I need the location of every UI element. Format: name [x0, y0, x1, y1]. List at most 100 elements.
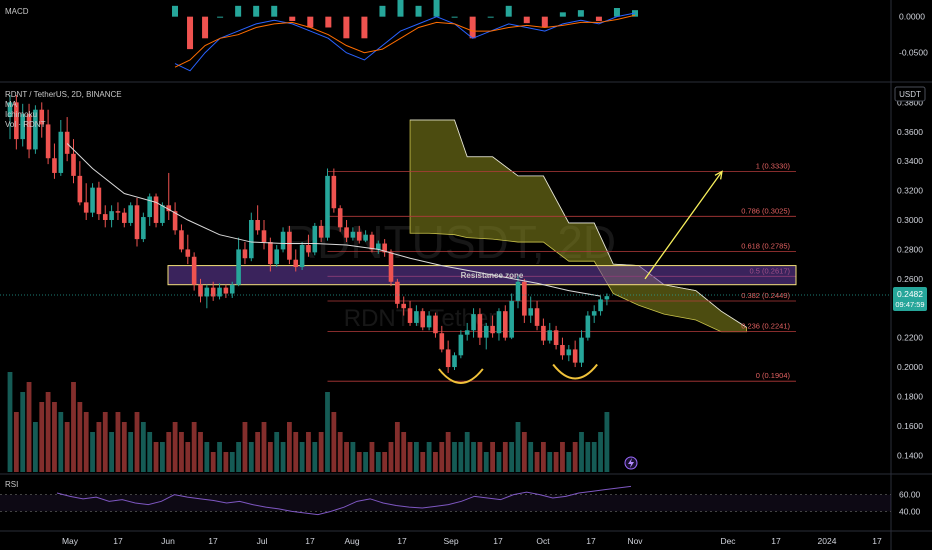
- volume-bar: [407, 442, 413, 472]
- price-tick: 0.2600: [897, 274, 923, 284]
- volume-bar: [426, 442, 432, 472]
- macd-histogram-bar: [271, 5, 278, 17]
- volume-bar: [337, 432, 343, 472]
- volume-bar: [350, 442, 356, 472]
- candle-body: [160, 205, 165, 223]
- volume-bar: [20, 392, 26, 472]
- candle-body: [350, 231, 356, 238]
- volume-bar: [356, 452, 362, 472]
- resistance-zone-box[interactable]: [167, 265, 797, 286]
- currency-label: USDT: [899, 90, 921, 99]
- volume-bar: [299, 442, 305, 472]
- ichimoku-legend[interactable]: Ichimoku: [5, 110, 37, 119]
- candle-body: [299, 245, 305, 268]
- volume-bar: [255, 432, 261, 472]
- volume-bar: [369, 442, 375, 472]
- last-price-tag[interactable]: [893, 287, 927, 311]
- candle-body: [420, 311, 426, 328]
- volume-bar: [534, 452, 540, 472]
- volume-bar: [83, 412, 89, 472]
- volume-bar: [560, 442, 565, 472]
- fibonacci-levels[interactable]: 1 (0.3330) 0.786 (0.3025) 0.618 (0.2785) 0.…: [327, 161, 797, 382]
- rsi-pane-label[interactable]: RSI: [5, 480, 18, 489]
- volume-bar: [363, 452, 368, 472]
- volume-bar: [128, 432, 134, 472]
- fib-label: 0 (0.1904): [756, 371, 791, 380]
- volume-bar: [13, 412, 19, 472]
- macd-pane-label[interactable]: MACD: [5, 7, 29, 16]
- candle-body: [553, 330, 559, 345]
- volume-bar: [242, 422, 248, 472]
- candle-body: [58, 131, 64, 173]
- candle-body: [344, 227, 349, 238]
- volume-bar: [604, 412, 610, 472]
- macd-histogram-bar: [289, 16, 296, 21]
- candle-body: [604, 296, 610, 300]
- volume-bar: [52, 402, 57, 472]
- candle-body: [249, 220, 254, 259]
- volume-bar: [477, 442, 483, 472]
- candle-body: [115, 211, 121, 213]
- candle-body: [83, 202, 89, 213]
- volume-bar: [248, 442, 254, 472]
- volume-bar: [541, 442, 546, 472]
- volume-bar: [591, 442, 597, 472]
- volume-bar: [344, 442, 349, 472]
- candle-body: [223, 287, 229, 294]
- price-tick: 0.3200: [897, 186, 923, 196]
- macd-histogram-bar: [523, 16, 530, 24]
- volume-bar: [382, 452, 388, 472]
- candle-body: [274, 249, 279, 265]
- candle-body: [579, 337, 584, 363]
- volume-bar: [521, 432, 527, 472]
- currency-button[interactable]: [894, 86, 926, 102]
- candle-body: [39, 109, 45, 125]
- macd-histogram-bar: [187, 16, 194, 50]
- candle-body: [515, 281, 521, 301]
- price-tick: 0.3000: [897, 215, 923, 225]
- symbol-legend[interactable]: RDNT / TetherUS, 2D, BINANCE: [5, 90, 122, 99]
- candle-body: [356, 231, 362, 241]
- candle-body: [382, 243, 387, 253]
- candle-body: [14, 102, 19, 140]
- candle-body: [64, 131, 70, 154]
- ma-legend[interactable]: MA: [5, 100, 18, 109]
- candle-body: [306, 245, 311, 253]
- volume-bar: [26, 382, 32, 472]
- candle-body: [96, 187, 102, 215]
- candle-body: [166, 205, 172, 212]
- macd-tick: -0.0500: [899, 48, 928, 58]
- candle-body: [528, 308, 533, 316]
- target-arrow[interactable]: [644, 170, 723, 280]
- fib-label: 0.618 (0.2785): [741, 242, 790, 251]
- volume-bar: [579, 432, 584, 472]
- macd-histogram-bar: [469, 16, 476, 39]
- macd-histogram-bar: [325, 16, 332, 28]
- rsi-band: [0, 494, 891, 512]
- resistance-zone[interactable]: Resistance zone: [167, 265, 797, 286]
- time-tick: 17: [208, 536, 218, 546]
- price-tick: 0.1400: [897, 450, 923, 460]
- volume-bar: [458, 442, 464, 472]
- candle-body: [534, 308, 540, 326]
- candle-body: [134, 205, 140, 240]
- volume-legend[interactable]: Vol · RDNT: [5, 120, 46, 129]
- time-tick: 2024: [818, 536, 837, 546]
- candle-body: [560, 345, 565, 356]
- candle-body: [522, 281, 527, 316]
- price-tick: 0.1800: [897, 391, 923, 401]
- candle-body: [172, 211, 178, 231]
- moving-average-line: [66, 143, 601, 297]
- volume-bar: [64, 422, 70, 472]
- double-bottom-arcs[interactable]: [438, 363, 598, 384]
- volume-bar: [166, 432, 172, 472]
- candle-body: [541, 325, 546, 341]
- time-tick: Nov: [627, 536, 643, 546]
- volume-bar: [394, 422, 400, 472]
- time-axis[interactable]: May 17 Jun 17 Jul 17 Aug 17 Sep 17 Oct 17 Nov Dec 17 20…: [62, 536, 882, 546]
- candle-body: [122, 212, 127, 223]
- volume-bar: [71, 382, 76, 472]
- volume-bar: [102, 412, 108, 472]
- candle-body: [331, 175, 337, 209]
